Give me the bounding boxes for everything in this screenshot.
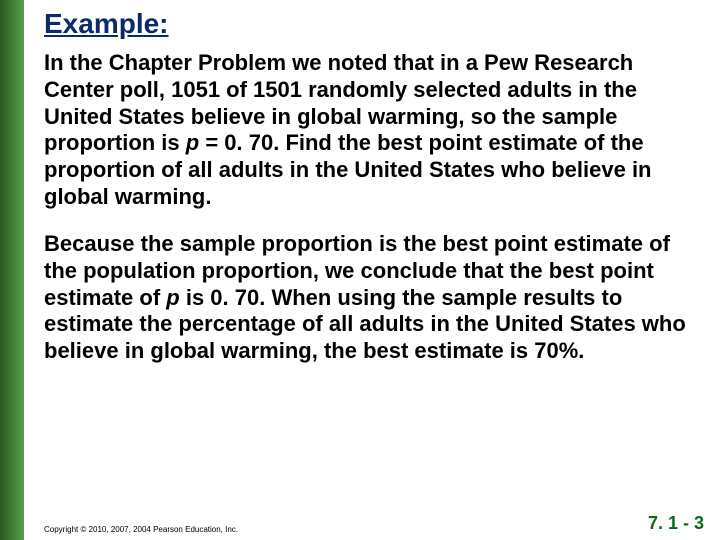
p1-var: p bbox=[186, 130, 199, 155]
left-accent-stripe bbox=[0, 0, 24, 540]
slide-title: Example: bbox=[44, 8, 704, 40]
page-number: 7. 1 - 3 bbox=[648, 513, 704, 534]
slide-content: Example: In the Chapter Problem we noted… bbox=[44, 8, 704, 385]
paragraph-2: Because the sample proportion is the bes… bbox=[44, 231, 704, 365]
paragraph-1: In the Chapter Problem we noted that in … bbox=[44, 50, 704, 211]
slide-footer: Copyright © 2010, 2007, 2004 Pearson Edu… bbox=[44, 513, 704, 534]
p2-var: p bbox=[166, 285, 179, 310]
copyright-text: Copyright © 2010, 2007, 2004 Pearson Edu… bbox=[44, 525, 238, 534]
